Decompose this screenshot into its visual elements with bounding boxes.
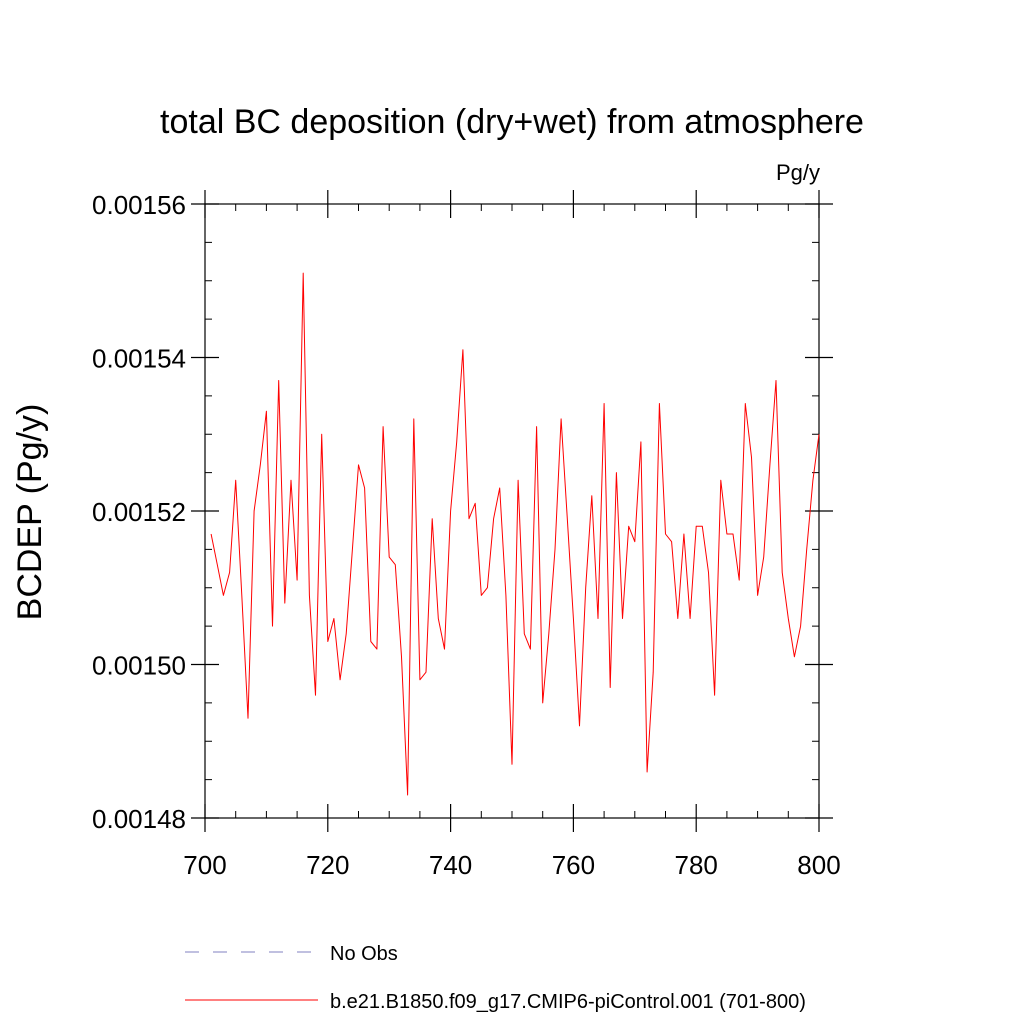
- legend: No Obs b.e21.B1850.f09_g17.CMIP6-piContr…: [185, 943, 806, 1013]
- legend-label-series: b.e21.B1850.f09_g17.CMIP6-piControl.001 …: [330, 991, 806, 1013]
- chart-title: total BC deposition (dry+wet) from atmos…: [160, 103, 864, 141]
- y-tick-label: 0.00150: [92, 651, 186, 681]
- y-tick-labels: 0.00148 0.00150 0.00152 0.00154 0.00156: [92, 190, 186, 834]
- x-tick-label: 740: [429, 850, 472, 880]
- y-tick-label: 0.00156: [92, 190, 186, 220]
- series-line: [210, 272, 820, 796]
- x-tick-label: 720: [306, 850, 349, 880]
- plot-frame: [204, 203, 820, 819]
- y-tick-label: 0.00152: [92, 497, 186, 527]
- x-tick-label: 780: [675, 850, 718, 880]
- series-layer: [210, 272, 820, 796]
- y-tick-label: 0.00148: [92, 804, 186, 834]
- y-axis-label: BCDEP (Pg/y): [11, 404, 49, 621]
- x-tick-label: 760: [552, 850, 595, 880]
- x-tick-labels: 700 720 740 760 780 800: [183, 850, 840, 880]
- minor-ticks: [205, 204, 819, 818]
- x-tick-label: 800: [797, 850, 840, 880]
- major-ticks: [191, 190, 833, 832]
- x-tick-label: 700: [183, 850, 226, 880]
- y-tick-label: 0.00154: [92, 344, 186, 374]
- units-label: Pg/y: [776, 160, 820, 185]
- legend-label-no-obs: No Obs: [330, 943, 398, 965]
